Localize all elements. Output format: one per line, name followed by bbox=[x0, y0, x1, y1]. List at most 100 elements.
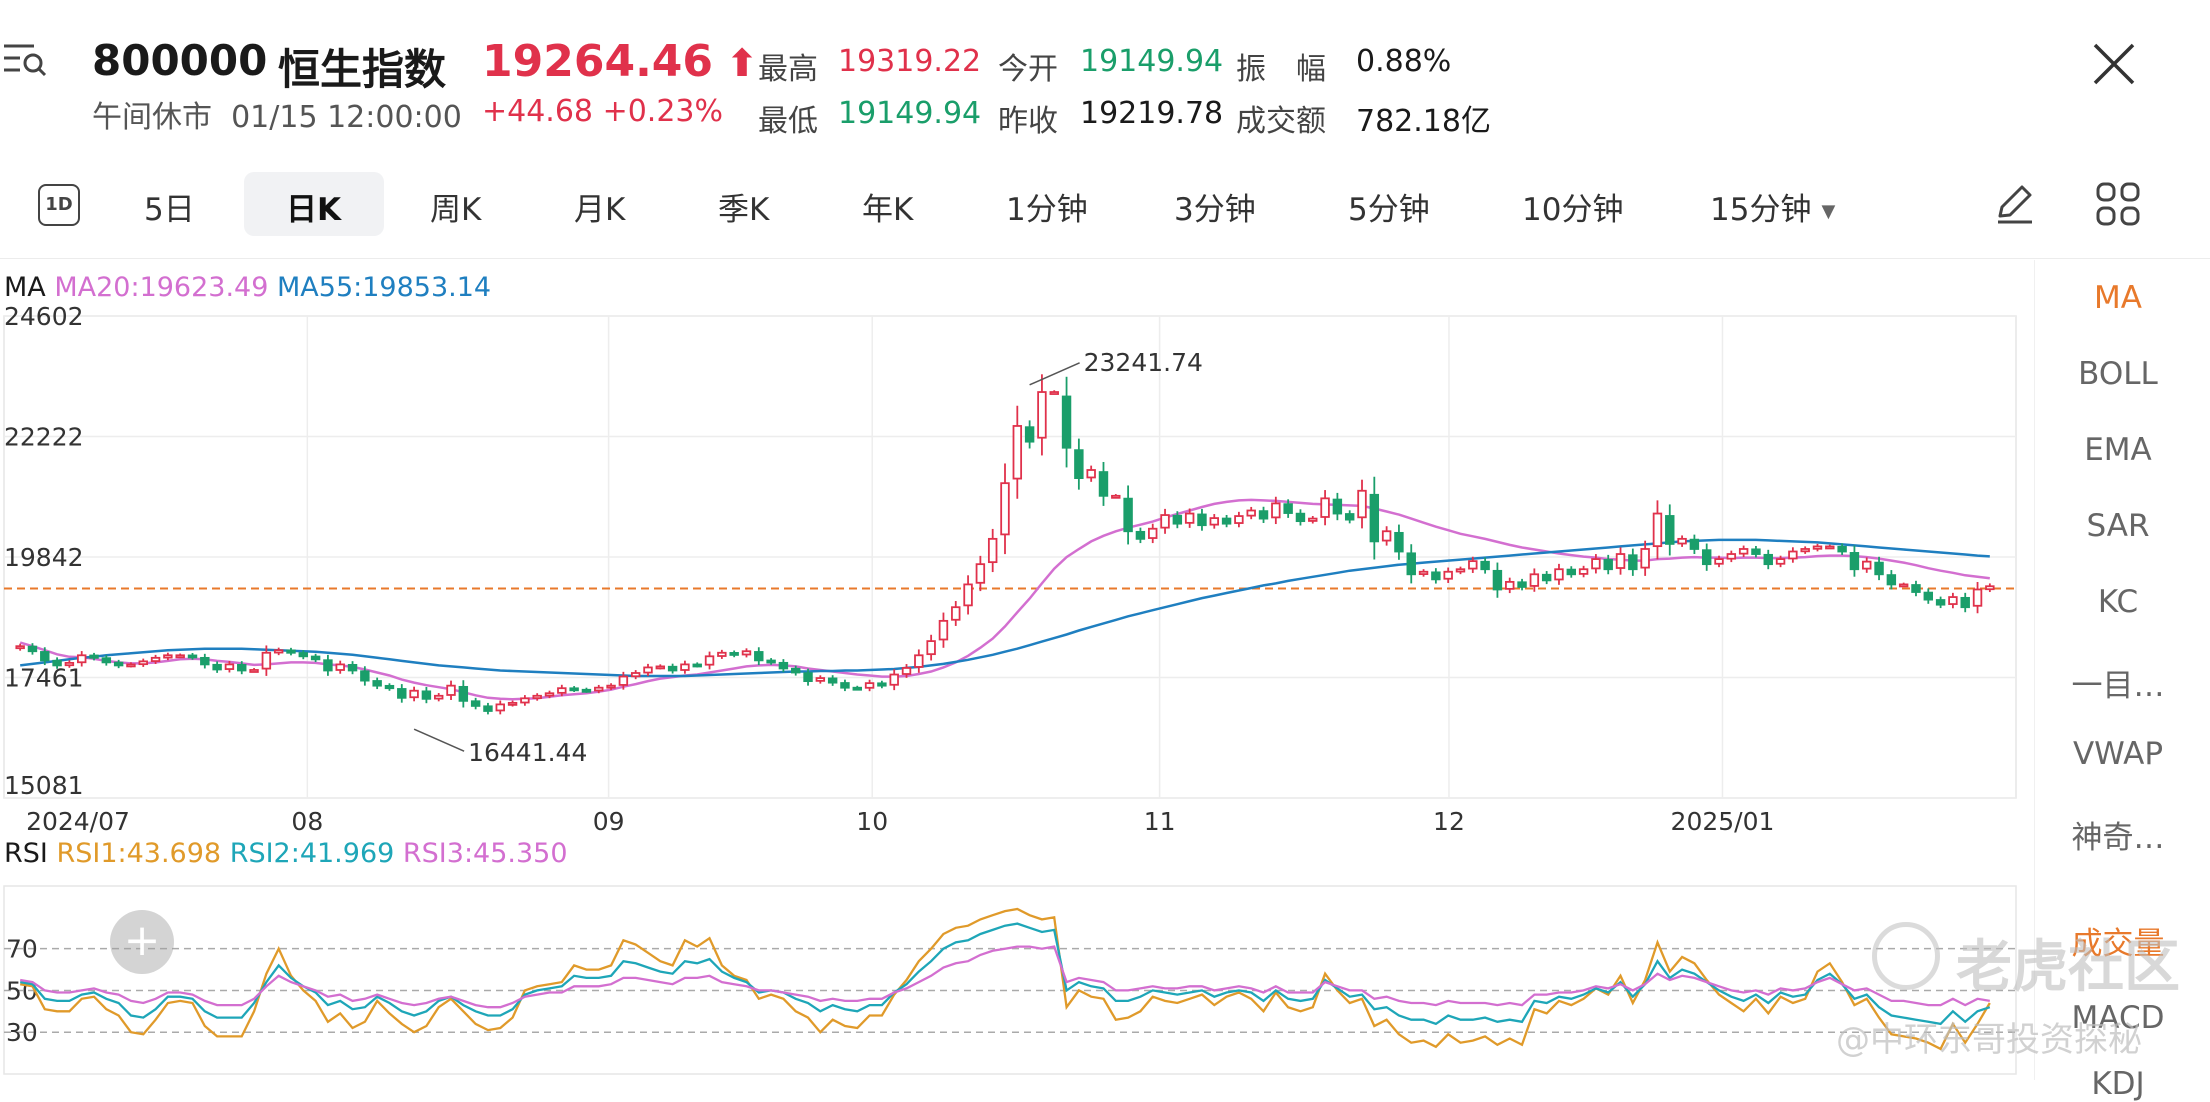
candle bbox=[1812, 543, 1823, 552]
candle-body-down bbox=[1701, 549, 1712, 566]
candle bbox=[113, 659, 124, 669]
side-item-kc[interactable]: KC bbox=[2097, 584, 2139, 620]
candle bbox=[421, 686, 432, 704]
day-icon[interactable]: 1D bbox=[38, 184, 80, 226]
side-panel-divider bbox=[2034, 260, 2035, 1080]
candle bbox=[1172, 511, 1183, 529]
toolbar-divider bbox=[0, 258, 2210, 259]
candle-body-down bbox=[766, 659, 776, 664]
candle-body-up bbox=[1308, 517, 1318, 522]
candle bbox=[1197, 508, 1207, 531]
candle bbox=[1837, 543, 1847, 555]
candle bbox=[1726, 550, 1737, 563]
pencil-icon[interactable] bbox=[1992, 180, 2038, 226]
candle-body-up bbox=[1148, 527, 1158, 539]
candle-body-up bbox=[64, 661, 75, 667]
main-indicator-legend: MA MA20:19623.49 MA55:19853.14 bbox=[4, 272, 491, 303]
candle bbox=[150, 654, 161, 664]
tab-monthly-k[interactable]: 月K bbox=[574, 192, 626, 228]
candle-body-down bbox=[1172, 514, 1183, 525]
candle-body-up bbox=[1209, 517, 1219, 526]
candle bbox=[273, 647, 284, 656]
candle bbox=[1320, 490, 1330, 526]
candle-body-up bbox=[1726, 553, 1737, 560]
candle-body-down bbox=[101, 657, 112, 664]
side-item-sar[interactable]: SAR bbox=[2086, 508, 2150, 544]
candle bbox=[1800, 546, 1810, 554]
active-tab-background bbox=[244, 172, 384, 236]
candle-body-up bbox=[1985, 585, 1995, 591]
candle-body-up bbox=[1738, 548, 1749, 555]
menu-search-icon[interactable] bbox=[4, 40, 48, 80]
candle bbox=[1012, 405, 1023, 499]
candle bbox=[901, 664, 912, 678]
side-item-ma[interactable]: MA bbox=[2094, 280, 2142, 316]
candle bbox=[741, 648, 752, 658]
candle-body-up bbox=[1418, 570, 1429, 575]
candlestick-chart[interactable]: 24602 22222 19842 17461 15081 2024/07 08 09 10 11… bbox=[0, 300, 2030, 840]
side-item-vwap[interactable]: VWAP bbox=[2072, 736, 2164, 772]
side-item-volume[interactable]: 成交量 bbox=[2071, 926, 2165, 962]
candle bbox=[1898, 582, 1909, 588]
candle bbox=[963, 575, 973, 615]
candle bbox=[64, 660, 75, 668]
side-item-boll[interactable]: BOLL bbox=[2078, 356, 2158, 392]
market-status: 午间休市 01/15 12:00:00 bbox=[92, 100, 462, 135]
candle-body-down bbox=[754, 651, 764, 662]
candle-body-down bbox=[1123, 497, 1133, 533]
candle bbox=[286, 647, 296, 656]
candle-body-up bbox=[1357, 489, 1367, 519]
candle bbox=[1862, 557, 1872, 573]
zoom-in-button[interactable]: + bbox=[110, 910, 174, 974]
rsi-legend-title: RSI bbox=[4, 838, 48, 869]
candle-body-up bbox=[1111, 494, 1121, 499]
tab-weekly-k[interactable]: 周K bbox=[430, 192, 482, 228]
timestamp: 01/15 12:00:00 bbox=[231, 100, 462, 135]
candle bbox=[1394, 524, 1404, 560]
price-change-pct: +0.23% bbox=[602, 94, 724, 129]
side-item-macd[interactable]: MACD bbox=[2071, 1000, 2165, 1036]
low-annotation: 16441.44 bbox=[468, 738, 587, 767]
candle-body-up bbox=[643, 666, 653, 674]
tab-1-minute[interactable]: 1分钟 bbox=[1006, 192, 1088, 228]
candle bbox=[1037, 374, 1047, 456]
candle-body-up bbox=[1862, 560, 1872, 570]
candle-body-down bbox=[1135, 530, 1146, 540]
price-change: +44.68 +0.23% bbox=[482, 94, 724, 129]
candle-body-down bbox=[1837, 545, 1847, 553]
candle-body-up bbox=[1529, 573, 1540, 587]
tab-10-minute[interactable]: 10分钟 bbox=[1522, 192, 1624, 228]
tab-5-day[interactable]: 5日 bbox=[144, 192, 195, 228]
side-item-ema[interactable]: EMA bbox=[2084, 432, 2152, 468]
candle-body-up bbox=[175, 654, 185, 659]
tab-5-minute[interactable]: 5分钟 bbox=[1348, 192, 1430, 228]
tab-quarterly-k[interactable]: 季K bbox=[718, 192, 770, 228]
close-icon[interactable] bbox=[2092, 42, 2136, 86]
candle-body-up bbox=[409, 689, 419, 699]
candle-body-up bbox=[594, 686, 604, 692]
candle bbox=[729, 650, 739, 658]
side-item-magic-nine[interactable]: 神奇… bbox=[2071, 820, 2165, 856]
candle-body-up bbox=[532, 694, 542, 700]
tab-15-minute[interactable]: 15分钟 ▼ bbox=[1710, 192, 1836, 228]
rsi3-line bbox=[20, 945, 1990, 1009]
candle bbox=[1751, 545, 1761, 558]
tab-3-minute[interactable]: 3分钟 bbox=[1174, 192, 1256, 228]
side-item-ichimoku[interactable]: 一目… bbox=[2071, 668, 2165, 704]
candle-body-down bbox=[27, 645, 38, 653]
candle bbox=[1148, 523, 1158, 544]
candle-body-down bbox=[40, 651, 50, 662]
candle-body-up bbox=[975, 563, 986, 584]
candle bbox=[1443, 567, 1453, 583]
candle bbox=[1505, 577, 1515, 594]
candle bbox=[335, 660, 345, 674]
candle-body-up bbox=[914, 654, 924, 668]
side-item-kdj[interactable]: KDJ bbox=[2091, 1066, 2145, 1102]
grid-layout-icon[interactable] bbox=[2096, 182, 2140, 226]
candle bbox=[126, 662, 136, 668]
tab-yearly-k[interactable]: 年K bbox=[862, 192, 914, 228]
tab-daily-k[interactable]: 日K bbox=[286, 192, 342, 228]
candle-body-down bbox=[827, 677, 838, 684]
candle-body-up bbox=[507, 701, 518, 706]
